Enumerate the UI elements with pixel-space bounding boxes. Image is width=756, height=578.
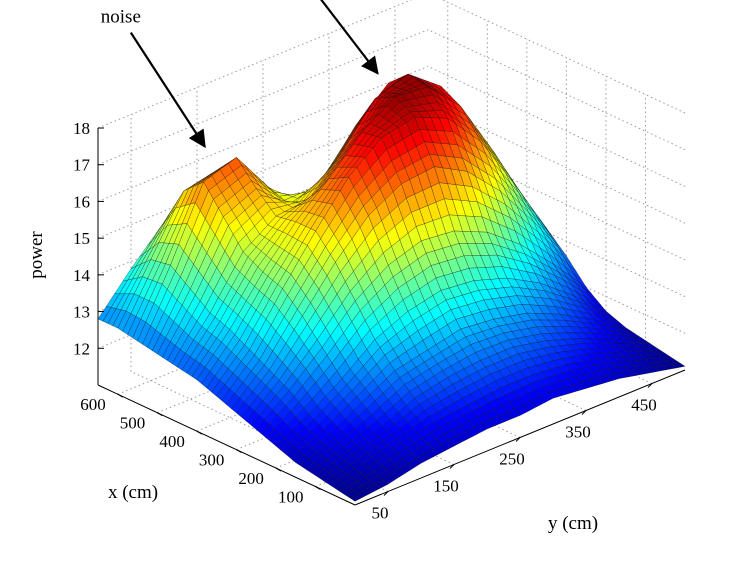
x-tick-label: 600	[80, 395, 106, 414]
gridline-z-wall	[97, 65, 429, 202]
gridline-z-wall	[97, 0, 413, 129]
z-tick-label: 17	[73, 156, 91, 175]
y-tick-label: 150	[433, 477, 459, 496]
z-axis-title: power	[26, 231, 47, 279]
surface-cell	[349, 493, 364, 502]
annotations: noisespeaker	[101, 0, 379, 149]
x-tick-label: 500	[120, 414, 146, 433]
z-tick-label: 14	[73, 266, 91, 285]
x-tick-mark	[196, 430, 203, 435]
y-tick-mark	[647, 383, 653, 388]
z-tick-label: 15	[73, 229, 90, 248]
x-tick-mark	[315, 486, 321, 490]
x-tick-mark	[275, 467, 282, 472]
x-tick-label: 400	[159, 432, 185, 451]
gridline-z-wall	[97, 29, 429, 166]
annotation-arrow	[320, 0, 379, 75]
axis-titles: power x (cm) y (cm)	[26, 231, 598, 534]
y-tick-label: 450	[631, 396, 657, 415]
annotation-label: noise	[101, 7, 141, 28]
x-axis-title: x (cm)	[108, 482, 158, 503]
y-axis-title: y (cm)	[548, 513, 598, 534]
x-tick-mark	[117, 393, 124, 398]
z-tick-label: 16	[73, 192, 90, 211]
x-tick-mark	[236, 449, 242, 454]
x-tick-label: 300	[199, 451, 225, 470]
annotation-arrow	[129, 31, 206, 149]
z-tick-label: 18	[73, 119, 90, 138]
y-tick-mark	[383, 491, 389, 496]
x-tick-mark	[157, 412, 163, 417]
gridline-z-wall	[441, 0, 686, 114]
x-axis-line	[97, 384, 356, 506]
z-tick-label: 12	[73, 339, 90, 358]
y-tick-mark	[449, 464, 455, 469]
x-tick-label: 200	[238, 469, 264, 488]
x-tick-label: 100	[278, 488, 304, 507]
y-tick-label: 50	[372, 504, 389, 523]
y-tick-mark	[581, 410, 587, 415]
y-tick-mark	[515, 437, 521, 442]
y-tick-label: 350	[565, 423, 591, 442]
surface-mesh	[97, 73, 686, 502]
tick-labels: 100 200 300 400 500 600 50 150 250 350 450 12 13 14 15…	[73, 119, 657, 523]
y-tick-label: 250	[499, 450, 525, 469]
z-tick-label: 13	[73, 303, 90, 322]
